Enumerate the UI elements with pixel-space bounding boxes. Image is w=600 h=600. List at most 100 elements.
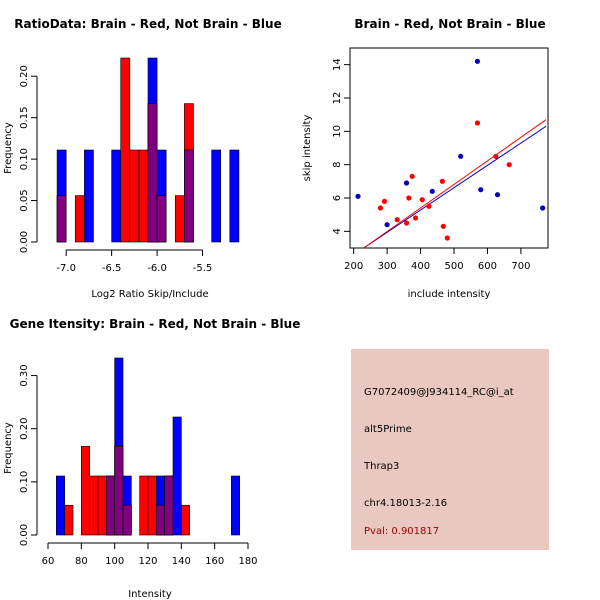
hist-bar-overlap	[106, 475, 115, 536]
hist-bar-brain	[64, 504, 74, 536]
chart-title: Gene Itensity: Brain - Red, Not Brain - …	[10, 317, 301, 331]
y-axis-label: Frequency	[3, 122, 14, 174]
hist-bar-brain	[81, 445, 90, 536]
scatter-point	[377, 205, 384, 211]
scatter-point	[403, 180, 410, 186]
scatter-point	[394, 217, 400, 223]
scatter-point	[403, 220, 410, 226]
scatter-point	[494, 192, 501, 198]
hist-bar-notbrain	[172, 416, 182, 536]
y-tick-label: 12	[332, 92, 343, 105]
x-tick-label: 400	[411, 261, 430, 272]
scatter-point	[426, 203, 432, 209]
scatter-point	[440, 223, 446, 229]
x-tick-label: -5.5	[193, 263, 213, 274]
chart-title: RatioData: Brain - Red, Not Brain - Blue	[14, 17, 281, 31]
x-tick-label: 160	[205, 556, 224, 567]
x-tick-label: 80	[75, 556, 88, 567]
y-tick-label: 0.10	[19, 471, 30, 493]
hist-bar-brain	[147, 475, 157, 536]
x-tick-label: 60	[42, 556, 55, 567]
y-tick-label: 8	[332, 161, 343, 167]
hist-bar-overlap	[164, 475, 174, 536]
hist-bar-brain	[138, 149, 149, 243]
scatter-point	[412, 215, 419, 221]
plot-box	[349, 47, 549, 249]
x-tick-label: 180	[238, 556, 257, 567]
scatter-point	[409, 173, 415, 179]
scatter-point	[381, 198, 388, 204]
hist-bar-notbrain	[84, 149, 94, 243]
y-tick-label: 14	[332, 58, 343, 71]
y-tick-label: 0.15	[19, 107, 30, 129]
y-tick-label: 0.00	[19, 524, 30, 546]
x-axis-label: include intensity	[408, 289, 491, 300]
y-tick-label: 0.00	[19, 231, 30, 253]
x-tick-label: 140	[172, 556, 191, 567]
y-tick-label: 10	[332, 125, 343, 138]
hist-bar-brain	[129, 149, 140, 243]
x-tick-label: 200	[344, 261, 363, 272]
hist-bar-notbrain	[111, 149, 122, 243]
hist-bar-overlap	[147, 103, 158, 243]
hist-bar-brain	[89, 475, 99, 536]
location-label: chr4.18013-2.16	[364, 498, 448, 509]
fit-line	[363, 119, 547, 249]
scatter-point	[458, 153, 464, 159]
probe-id-label: G7072409@J934114_RC@i_at	[364, 387, 514, 398]
hist-bar-brain	[74, 195, 85, 243]
x-tick-label: 120	[138, 556, 157, 567]
scatter-point	[419, 197, 425, 203]
x-tick-label: -7.0	[56, 263, 76, 274]
x-tick-label: 600	[478, 261, 497, 272]
hist-bar-brain	[139, 475, 149, 536]
scatter-point	[439, 178, 445, 184]
hist-bar-notbrain	[231, 475, 240, 536]
hist-bar-brain	[120, 57, 131, 243]
hist-bar-overlap	[122, 504, 132, 536]
y-tick-label: 0.20	[19, 65, 30, 87]
hist-bar-overlap	[156, 504, 165, 536]
scatter-point	[406, 195, 412, 201]
hist-bar-brain	[181, 504, 190, 536]
y-axis-label: Frequency	[3, 422, 14, 474]
hist-bar-overlap	[184, 149, 194, 243]
y-tick-label: 0.05	[19, 189, 30, 211]
y-tick-label: 0.20	[19, 418, 30, 440]
x-tick-label: -6.5	[102, 263, 122, 274]
x-axis-label: Intensity	[128, 589, 172, 600]
y-tick-label: 4	[332, 228, 343, 234]
hist-bar-overlap	[114, 445, 124, 536]
scatter-point	[478, 187, 484, 193]
fit-line	[363, 125, 547, 249]
x-tick-label: 100	[105, 556, 124, 567]
pval-label: Pval: 0.901817	[364, 526, 440, 537]
hist-bar-brain	[97, 475, 107, 536]
x-tick-label: -6.0	[147, 263, 167, 274]
scatter-point	[540, 205, 546, 211]
hist-bar-overlap	[156, 195, 167, 243]
scatter-point	[444, 235, 450, 241]
info-panel: G7072409@J934114_RC@i_at alt5Prime Thrap…	[351, 349, 549, 550]
hist-bar-notbrain	[211, 149, 222, 243]
x-tick-label: 300	[378, 261, 397, 272]
scatter-point	[474, 58, 481, 64]
y-axis-label: skip intensity	[302, 115, 313, 182]
x-tick-label: 500	[444, 261, 463, 272]
scatter-point	[384, 222, 390, 228]
x-axis-label: Log2 Ratio Skip/Include	[91, 289, 208, 300]
hist-bar-overlap	[56, 195, 67, 243]
gene-name-label: Thrap3	[364, 461, 400, 472]
scatter-point	[429, 188, 435, 194]
hist-bar-notbrain	[229, 149, 240, 243]
scatter-point	[355, 193, 361, 199]
chart-title: Brain - Red, Not Brain - Blue	[354, 17, 545, 31]
scatter-point	[506, 162, 512, 168]
x-tick-label: 700	[511, 261, 530, 272]
hist-bar-notbrain	[56, 475, 65, 536]
scatter-point	[493, 153, 499, 159]
hist-bar-brain	[174, 195, 185, 243]
y-tick-label: 6	[332, 195, 343, 201]
y-tick-label: 0.10	[19, 148, 30, 170]
